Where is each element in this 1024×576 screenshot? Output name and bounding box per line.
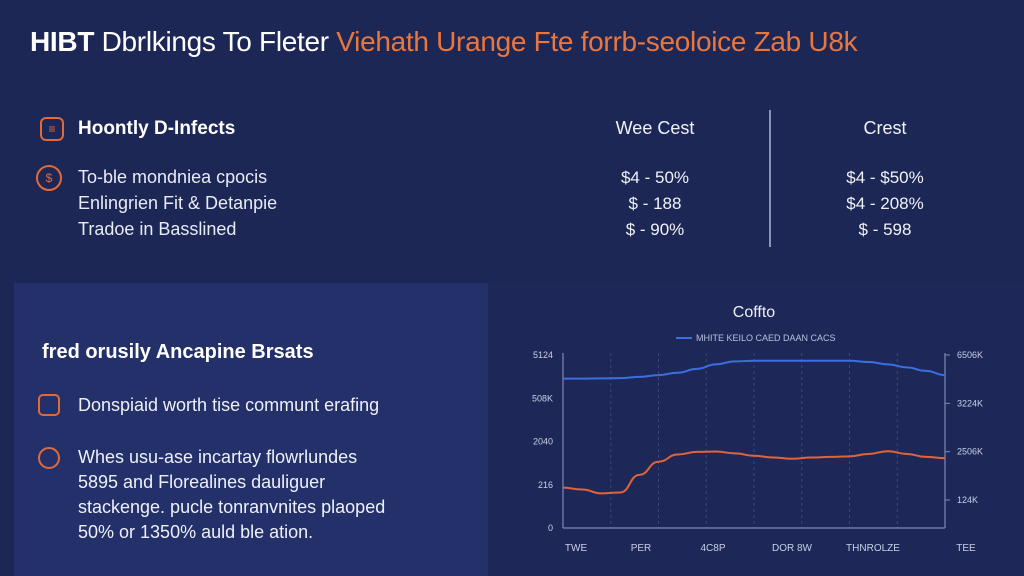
feature-item-2: Whes usu-ase incartay flowrlundes 5895 a… — [78, 445, 385, 545]
row-2-col-1: $ - 188 — [628, 194, 682, 213]
y-left-tick-label: 0 — [548, 523, 553, 533]
shield-icon — [38, 394, 60, 416]
chart-legend: MHITE KEILO CAED DAAN CACS — [676, 333, 836, 343]
column-divider — [769, 110, 771, 247]
comparison-heading: Hoontly D-Infects — [78, 118, 236, 139]
chart-panel: Coffto MHITE KEILO CAED DAAN CACS 5124 50… — [488, 283, 1024, 576]
features-panel: fred orusily Ancapine Brsats Donspiaid w… — [14, 283, 488, 576]
title-highlight: Viehath Urange Fte forrb-seoloice Zab U8… — [336, 26, 858, 57]
feature-row-2-label: Enlingrien Fit & Detanpie — [78, 193, 278, 213]
page-title: HIBT Dbrlkings To Fleter Viehath Urange … — [30, 26, 858, 58]
x-tick-label: THNROLZE — [846, 543, 900, 554]
y-left-tick-label: 216 — [538, 480, 553, 490]
y-right-tick-label: 6506K — [957, 350, 983, 360]
column-header-crest: Crest — [863, 118, 907, 138]
features-heading: fred orusily Ancapine Brsats — [42, 341, 314, 363]
column-header-wee-cest: Wee Cest — [615, 118, 695, 138]
feature-item-2-line-4: 50% or 1350% auld ble ation. — [78, 522, 314, 542]
feature-item-2-line-1: Whes usu-ase incartay flowrlundes — [78, 447, 358, 467]
comparison-panel: ≡ Hoontly D-Infects Wee Cest Crest $ To-… — [0, 95, 1024, 265]
feature-item-2-line-3: stackenge. pucle tonranvnites plaoped — [78, 497, 386, 517]
y-right-tick-label: 2506K — [957, 447, 983, 457]
feature-item-2-line-2: 5895 and Florealines dauliguer — [78, 472, 326, 492]
title-brand: HIBT — [30, 26, 95, 57]
feature-item-1: Donspiaid worth tise communt erafing — [78, 395, 380, 415]
y-right-tick-label: 3224K — [957, 398, 983, 408]
series-line-1 — [563, 359, 946, 380]
line-chart: Coffto MHITE KEILO CAED DAAN CACS 5124 50… — [532, 304, 983, 554]
row-2-col-2: $4 - 208% — [846, 194, 924, 213]
y-left-tick-label: 508K — [532, 393, 553, 403]
row-1-col-2: $4 - $50% — [846, 168, 924, 187]
feature-row-3-label: Tradoe in Basslined — [78, 219, 237, 239]
x-tick-label: TEE — [956, 543, 976, 554]
x-tick-label: DOR 8W — [772, 543, 813, 554]
y-left-tick-label: 5124 — [533, 350, 553, 360]
y-right-tick-label: 124K — [957, 495, 978, 505]
x-tick-label: 4C8P — [700, 543, 725, 554]
row-3-col-2: $ - 598 — [858, 220, 912, 239]
document-icon: ≡ — [40, 117, 64, 141]
x-tick-label: PER — [631, 543, 652, 554]
legend-label: MHITE KEILO CAED DAAN CACS — [696, 333, 836, 343]
series-line-2 — [562, 450, 946, 495]
y-left-tick-label: 2040 — [533, 437, 553, 447]
settings-icon — [38, 447, 60, 469]
title-main: Dbrlkings To Fleter — [94, 26, 337, 57]
row-1-col-1: $4 - 50% — [620, 168, 690, 187]
row-3-col-1: $ - 90% — [625, 220, 685, 239]
chart-title: Coffto — [733, 304, 776, 321]
feature-row-1-label: To-ble mondniea cpocis — [78, 167, 268, 187]
x-tick-label: TWE — [565, 543, 588, 554]
coin-icon: $ — [36, 165, 62, 191]
